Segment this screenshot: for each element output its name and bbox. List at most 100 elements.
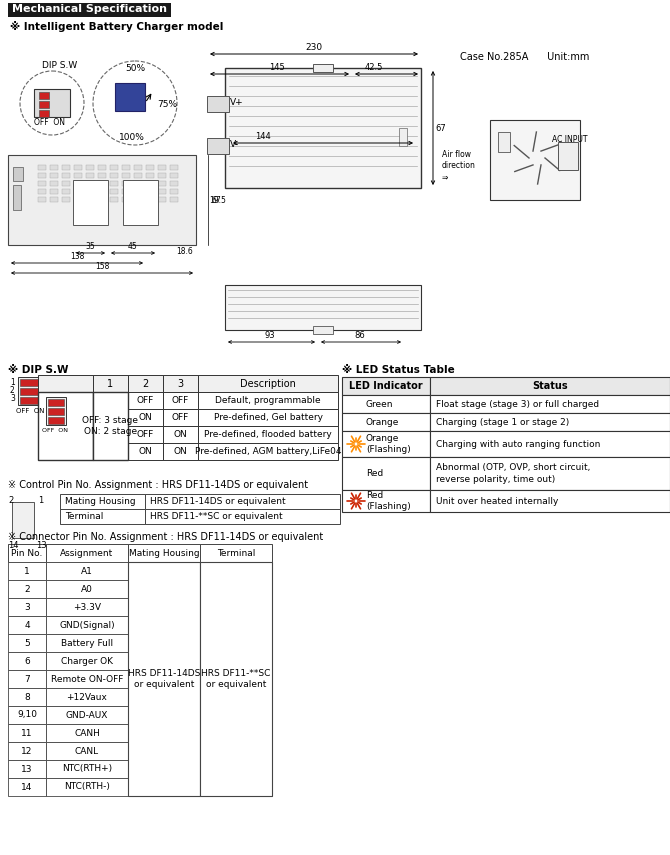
Bar: [60, 509, 145, 524]
Bar: [8, 706, 46, 724]
Bar: [158, 197, 166, 202]
Bar: [128, 706, 200, 724]
Bar: [170, 181, 178, 186]
Text: Float stage (stage 3) or full charged: Float stage (stage 3) or full charged: [436, 399, 599, 409]
Bar: [20, 379, 38, 386]
Text: 5: 5: [24, 639, 30, 647]
Bar: [110, 189, 118, 194]
Bar: [146, 173, 154, 178]
Text: Pre-defined, AGM battery,LiFe04: Pre-defined, AGM battery,LiFe04: [195, 447, 341, 456]
Bar: [46, 580, 128, 598]
Bar: [128, 409, 163, 426]
Text: 1: 1: [10, 378, 15, 387]
Bar: [8, 724, 46, 742]
Bar: [170, 189, 178, 194]
Text: Case No.285A      Unit:mm: Case No.285A Unit:mm: [460, 52, 590, 62]
Bar: [128, 562, 200, 796]
Bar: [200, 616, 272, 634]
Bar: [98, 165, 106, 170]
Bar: [38, 409, 93, 426]
Text: 19.5: 19.5: [209, 196, 226, 205]
Bar: [18, 377, 40, 405]
Text: Charging (stage 1 or stage 2): Charging (stage 1 or stage 2): [436, 417, 570, 427]
Bar: [200, 562, 272, 796]
Text: 138: 138: [70, 252, 84, 261]
Circle shape: [15, 504, 21, 510]
Bar: [128, 778, 200, 796]
Bar: [38, 173, 46, 178]
Text: 3: 3: [178, 379, 184, 388]
Text: 75%: 75%: [157, 100, 177, 109]
Bar: [60, 494, 145, 509]
Bar: [128, 760, 200, 778]
Bar: [8, 634, 46, 652]
Circle shape: [25, 504, 31, 510]
Bar: [170, 173, 178, 178]
Text: CANL: CANL: [75, 746, 99, 756]
Bar: [146, 165, 154, 170]
Bar: [430, 395, 670, 413]
Bar: [8, 688, 46, 706]
Bar: [134, 165, 142, 170]
Bar: [8, 652, 46, 670]
Bar: [200, 688, 272, 706]
Text: ON: ON: [174, 430, 188, 439]
Text: 13: 13: [36, 541, 47, 550]
Text: HRS DF11-14DS
or equivalent: HRS DF11-14DS or equivalent: [128, 669, 200, 689]
Bar: [198, 392, 338, 409]
Bar: [86, 189, 94, 194]
Bar: [134, 197, 142, 202]
Text: Pre-defined, flooded battery: Pre-defined, flooded battery: [204, 430, 332, 439]
Text: Pre-defined, Gel battery: Pre-defined, Gel battery: [214, 413, 322, 422]
Bar: [46, 706, 128, 724]
Bar: [62, 181, 70, 186]
Bar: [50, 165, 58, 170]
Text: ※ Connector Pin No. Assignment : HRS DF11-14DS or equivalent: ※ Connector Pin No. Assignment : HRS DF1…: [8, 532, 323, 542]
Bar: [342, 457, 430, 490]
Text: Green: Green: [366, 399, 393, 409]
Text: 9,10: 9,10: [17, 711, 37, 720]
Bar: [8, 562, 46, 580]
Bar: [20, 397, 38, 404]
Circle shape: [349, 415, 363, 429]
Bar: [198, 426, 338, 443]
Text: V+: V+: [230, 98, 244, 107]
Text: 3: 3: [10, 394, 15, 403]
Bar: [145, 509, 340, 524]
Bar: [128, 652, 200, 670]
Bar: [158, 165, 166, 170]
Text: V-: V-: [230, 140, 239, 149]
Bar: [46, 760, 128, 778]
Bar: [46, 652, 128, 670]
Bar: [74, 165, 82, 170]
Bar: [86, 173, 94, 178]
Text: 7: 7: [24, 675, 30, 683]
Bar: [198, 409, 338, 426]
Circle shape: [15, 528, 21, 534]
Bar: [146, 189, 154, 194]
Bar: [62, 197, 70, 202]
Bar: [8, 742, 46, 760]
Text: Air flow
direction
⇒: Air flow direction ⇒: [442, 150, 476, 181]
Text: 18.6: 18.6: [176, 247, 193, 256]
Bar: [170, 165, 178, 170]
Bar: [158, 181, 166, 186]
Text: 35: 35: [85, 242, 95, 251]
Bar: [200, 706, 272, 724]
Bar: [134, 173, 142, 178]
Circle shape: [529, 150, 545, 166]
Bar: [46, 634, 128, 652]
Bar: [128, 616, 200, 634]
Bar: [122, 165, 130, 170]
Text: Assignment: Assignment: [60, 549, 114, 557]
Bar: [86, 165, 94, 170]
Text: OFF: 3 stage
ON: 2 stage: OFF: 3 stage ON: 2 stage: [82, 416, 139, 436]
Circle shape: [352, 440, 360, 447]
Bar: [48, 417, 64, 424]
Bar: [46, 598, 128, 616]
Bar: [200, 598, 272, 616]
Bar: [134, 189, 142, 194]
Bar: [98, 197, 106, 202]
Text: ON: ON: [139, 413, 152, 422]
Bar: [74, 189, 82, 194]
